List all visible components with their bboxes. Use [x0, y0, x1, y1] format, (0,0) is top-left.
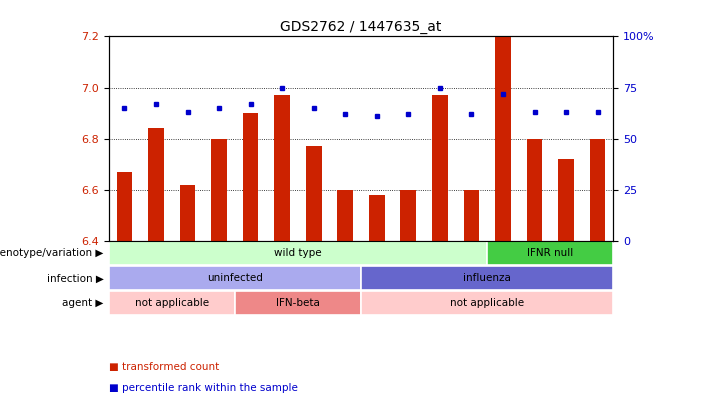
Bar [306, 146, 322, 241]
Bar [337, 190, 353, 241]
Bar [179, 185, 196, 241]
Text: genotype/variation ▶: genotype/variation ▶ [0, 248, 104, 258]
Text: infection ▶: infection ▶ [47, 273, 104, 283]
FancyBboxPatch shape [109, 241, 487, 265]
Bar [463, 190, 479, 241]
Bar [148, 128, 164, 241]
Bar [116, 172, 132, 241]
Bar [526, 139, 543, 241]
Text: agent ▶: agent ▶ [62, 298, 104, 308]
Text: not applicable: not applicable [135, 298, 209, 308]
Text: IFNR null: IFNR null [527, 248, 573, 258]
Bar [274, 95, 290, 241]
Text: ■ transformed count: ■ transformed count [109, 362, 219, 373]
Bar [211, 139, 227, 241]
FancyBboxPatch shape [361, 292, 613, 315]
Title: GDS2762 / 1447635_at: GDS2762 / 1447635_at [280, 20, 442, 34]
FancyBboxPatch shape [361, 266, 613, 290]
Text: IFN-beta: IFN-beta [276, 298, 320, 308]
Bar [432, 95, 448, 241]
FancyBboxPatch shape [109, 266, 361, 290]
FancyBboxPatch shape [235, 292, 361, 315]
Bar [590, 139, 606, 241]
Bar [369, 195, 385, 241]
Bar [558, 159, 574, 241]
Text: uninfected: uninfected [207, 273, 263, 283]
Bar [243, 113, 259, 241]
Text: wild type: wild type [274, 248, 322, 258]
Text: not applicable: not applicable [450, 298, 524, 308]
Text: ■ percentile rank within the sample: ■ percentile rank within the sample [109, 383, 297, 393]
FancyBboxPatch shape [487, 241, 613, 265]
Text: influenza: influenza [463, 273, 511, 283]
FancyBboxPatch shape [109, 292, 235, 315]
Bar [495, 36, 511, 241]
Bar [400, 190, 416, 241]
